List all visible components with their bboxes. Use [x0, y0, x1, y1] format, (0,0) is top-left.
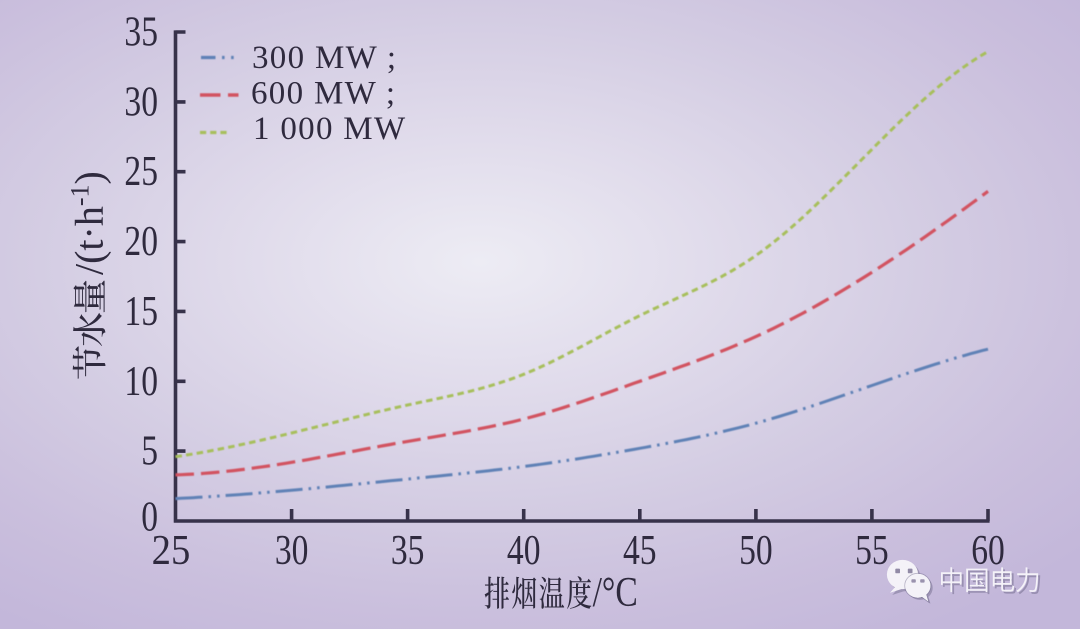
svg-text:40: 40	[507, 528, 541, 574]
svg-text:600 MW;: 600 MW;	[251, 76, 396, 112]
svg-text:55: 55	[855, 528, 889, 574]
svg-text:45: 45	[623, 528, 657, 574]
svg-text:5: 5	[141, 428, 158, 474]
svg-text:25: 25	[124, 149, 158, 195]
svg-text:35: 35	[124, 9, 158, 55]
svg-text:20: 20	[124, 219, 158, 265]
svg-text:0: 0	[141, 494, 158, 540]
svg-text:60: 60	[971, 528, 1005, 574]
svg-text:300 MW;: 300 MW;	[252, 40, 397, 76]
svg-text:50: 50	[739, 528, 773, 574]
svg-text:15: 15	[124, 288, 158, 334]
svg-text:/(t·h-1): /(t·h-1)	[66, 171, 112, 275]
svg-text:25: 25	[152, 527, 191, 574]
svg-text:30: 30	[275, 528, 309, 574]
svg-text:1 000 MW: 1 000 MW	[253, 111, 406, 147]
svg-text:10: 10	[124, 358, 158, 404]
svg-text:35: 35	[391, 528, 425, 574]
svg-text:30: 30	[124, 79, 158, 125]
svg-text:/°C: /°C	[593, 570, 638, 616]
